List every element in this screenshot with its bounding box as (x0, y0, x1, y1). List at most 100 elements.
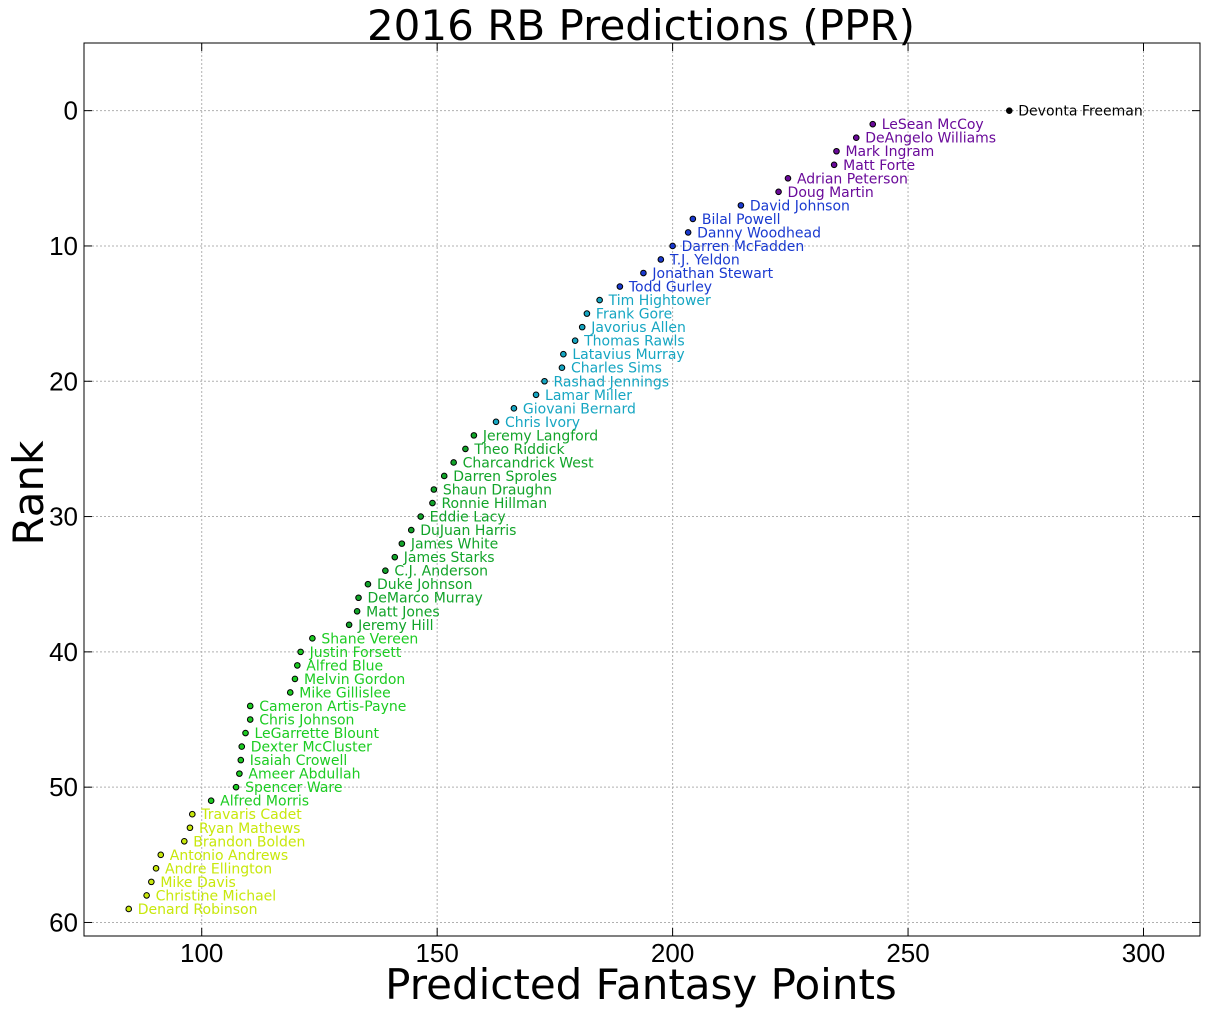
point-label: Melvin Gordon (304, 672, 405, 688)
data-point (309, 635, 316, 642)
point-label: Charles Sims (571, 361, 662, 377)
data-point (238, 743, 246, 750)
point-label: DeMarco Murray (368, 591, 483, 607)
point-label: Chris Ivory (505, 415, 580, 431)
data-point (784, 175, 792, 182)
data-point (297, 648, 304, 656)
point-label: Isaiah Crowell (250, 753, 347, 769)
data-point (510, 405, 518, 412)
data-point (430, 486, 438, 493)
data-point (429, 499, 436, 507)
data-point (246, 702, 254, 710)
point-label: Chris Johnson (259, 713, 354, 729)
data-point (852, 134, 860, 142)
plot-area (83, 42, 1201, 937)
point-label: Mike Davis (160, 875, 235, 891)
point-label: Ronnie Hillman (441, 496, 547, 512)
y-tick-label: 10 (49, 231, 78, 261)
data-point (353, 607, 361, 615)
point-label: Eddie Lacy (430, 510, 506, 526)
data-point (382, 567, 389, 574)
point-label: Mark Ingram (845, 144, 934, 160)
data-point (407, 526, 415, 534)
point-label: Giovani Bernard (523, 401, 636, 417)
point-label: Shane Vereen (321, 631, 418, 647)
data-point (541, 377, 548, 385)
point-label: Ameer Abdullah (248, 767, 360, 783)
point-label: Thomas Rawls (583, 334, 685, 350)
point-label: Alfred Morris (220, 794, 309, 810)
y-tick-label: 30 (49, 502, 78, 532)
data-point (775, 188, 782, 196)
point-label: Cameron Artis-Payne (259, 699, 406, 715)
point-label: Theo Riddick (473, 442, 565, 458)
data-point (417, 513, 424, 520)
data-point (558, 364, 566, 372)
point-label: Darren McFadden (682, 239, 805, 255)
data-point (236, 770, 243, 777)
point-label: Dexter McCluster (251, 740, 372, 756)
data-point (596, 296, 603, 304)
point-label: C.J. Anderson (394, 564, 488, 580)
data-point (492, 418, 500, 426)
point-label: Lamar Miller (545, 388, 632, 404)
data-point (833, 147, 840, 155)
data-point (684, 229, 692, 236)
point-label: Andre Ellington (165, 861, 272, 877)
data-point (152, 865, 160, 872)
x-tick-label: 150 (415, 938, 458, 968)
y-axis-label: Rank (4, 440, 53, 546)
point-label: Doug Martin (788, 185, 874, 201)
point-label: DeAngelo Williams (865, 131, 996, 147)
point-label: LeGarrette Blount (255, 726, 380, 742)
point-label: DuJuan Harris (420, 523, 516, 539)
point-label: T.J. Yeldon (669, 252, 740, 268)
point-label: Justin Forsett (309, 645, 402, 661)
x-tick-label: 300 (1122, 938, 1165, 968)
y-tick-label: 0 (64, 96, 78, 126)
point-label: Adrian Peterson (797, 171, 908, 187)
data-point (246, 716, 254, 723)
data-point (125, 905, 133, 913)
point-label: James White (410, 537, 498, 553)
data-point (737, 202, 745, 209)
data-point (560, 350, 567, 358)
data-point (291, 675, 299, 683)
data-point (640, 269, 647, 277)
data-point (689, 215, 697, 223)
point-label: David Johnson (750, 198, 850, 214)
data-point (657, 256, 665, 263)
point-label: LeSean McCoy (882, 117, 984, 133)
data-point (143, 892, 150, 899)
point-label: Ryan Mathews (199, 821, 301, 837)
point-label: Rashad Jennings (554, 374, 670, 390)
point-label: Devonta Freeman (1018, 104, 1142, 120)
data-point (355, 594, 362, 602)
y-tick-label: 50 (49, 772, 78, 802)
point-label: Danny Woodhead (697, 225, 821, 241)
data-point (830, 161, 838, 169)
point-label: Denard Robinson (138, 902, 258, 918)
y-tick-label: 40 (49, 637, 78, 667)
data-point (450, 459, 457, 466)
x-axis-label: Predicted Fantasy Points (385, 960, 897, 1009)
point-label: Christine Michael (156, 888, 277, 904)
data-point (180, 837, 188, 845)
data-point (470, 432, 478, 439)
data-point (578, 323, 586, 331)
data-point (148, 878, 155, 886)
point-label: Darren Sproles (453, 469, 557, 485)
data-point (345, 621, 353, 629)
axis-ticks: 100 150 200 250 300 0 10 20 30 40 50 60 (49, 43, 1200, 968)
data-point (571, 337, 579, 344)
data-point (669, 242, 676, 250)
y-tick-label: 20 (49, 366, 78, 396)
point-label: Matt Jones (366, 604, 440, 620)
data-point (286, 689, 294, 696)
data-point (532, 391, 540, 399)
grid-lines (84, 43, 1200, 936)
data-point (616, 283, 624, 290)
point-label: Jonathan Stewart (651, 266, 773, 282)
